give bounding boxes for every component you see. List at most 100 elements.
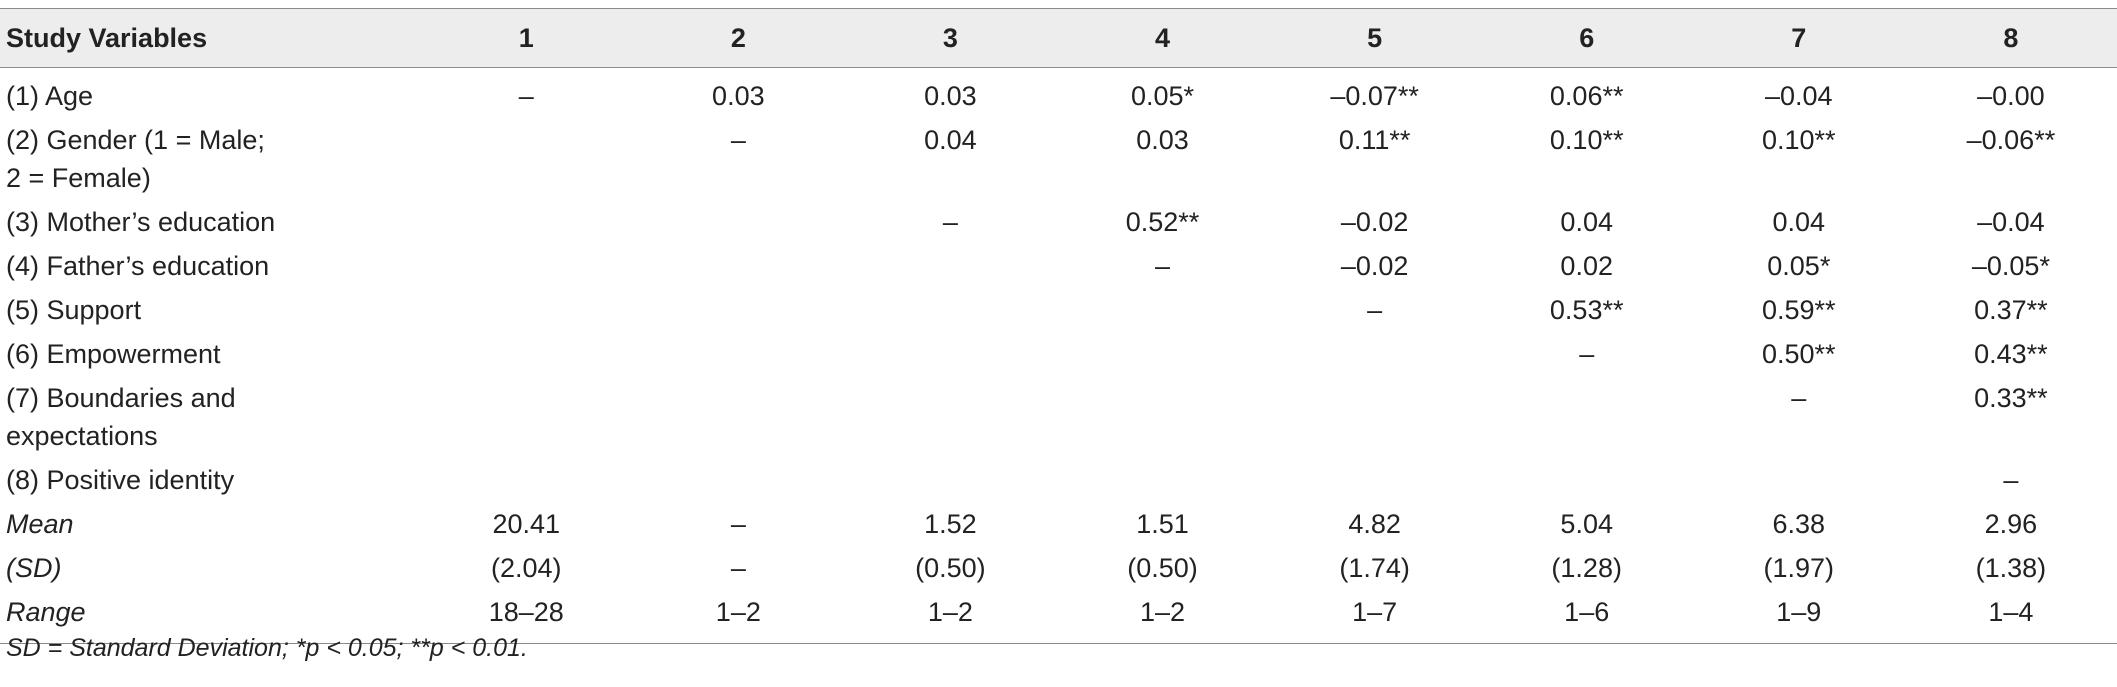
header-cell: 5 bbox=[1268, 8, 1481, 68]
table-cell: 0.11** bbox=[1338, 125, 1411, 155]
table-cell bbox=[420, 118, 632, 200]
table-cell: 0.37** bbox=[1974, 295, 2048, 325]
table-cell bbox=[844, 288, 1056, 332]
table-cell: 0.33** bbox=[1974, 383, 2048, 413]
table-cell: –0.05* bbox=[1971, 251, 2050, 281]
table-cell: 0.50** bbox=[1762, 339, 1836, 369]
table-cell: 0.02 bbox=[1560, 251, 1613, 281]
table-cell: –0.07** bbox=[1330, 81, 1419, 111]
header-cell: 2 bbox=[632, 8, 845, 68]
table-cell: (0.50) bbox=[1127, 553, 1198, 583]
table-cell bbox=[420, 244, 632, 288]
table-cell: (2.04) bbox=[490, 553, 562, 583]
header-row: Study Variables 1 2 3 4 5 6 7 8 bbox=[0, 8, 2117, 68]
table-row: (SD) (2.04) – (0.50) (0.50) (1.74) (1.28) (1.97… bbox=[0, 546, 2117, 590]
table-cell: –0.06** bbox=[1966, 125, 2056, 155]
table-cell: 18–28 bbox=[420, 590, 633, 644]
table-cell bbox=[632, 288, 844, 332]
header-cell: 7 bbox=[1692, 8, 1905, 68]
table-cell: 0.04 bbox=[1772, 207, 1826, 237]
table-cell bbox=[1056, 458, 1268, 502]
table-cell: 0.05* bbox=[1130, 81, 1195, 111]
table-cell: 0.04 bbox=[924, 125, 977, 155]
table-cell bbox=[844, 244, 1056, 288]
table-cell: 0.10** bbox=[1549, 125, 1624, 155]
header-cell: 3 bbox=[844, 8, 1057, 68]
table-cell bbox=[844, 376, 1056, 458]
row-label: (5) Support bbox=[6, 295, 142, 325]
table-cell bbox=[420, 458, 632, 502]
table-cell bbox=[1269, 458, 1481, 502]
table-cell: 0.04 bbox=[1560, 207, 1613, 237]
table-cell: 0.03 bbox=[1136, 125, 1189, 155]
table-cell bbox=[1269, 376, 1481, 458]
table-row: (6) Empowerment – 0.50** 0.43** bbox=[0, 332, 2117, 376]
table-cell: 0.10** bbox=[1762, 125, 1836, 155]
table-cell: 4.82 bbox=[1348, 509, 1401, 539]
table-cell: – bbox=[730, 125, 746, 155]
table-cell: – bbox=[1155, 251, 1171, 281]
table-cell bbox=[632, 458, 844, 502]
table-cell bbox=[420, 200, 632, 244]
table-cell: – bbox=[1791, 383, 1807, 413]
table-cell: 0.59** bbox=[1762, 295, 1836, 325]
table-cell: 1–4 bbox=[1904, 590, 2117, 644]
table-cell: 0.06** bbox=[1549, 81, 1624, 111]
table-cell bbox=[1056, 288, 1268, 332]
table-cell bbox=[632, 244, 844, 288]
table-cell bbox=[632, 376, 844, 458]
table-cell bbox=[1693, 458, 1905, 502]
row-label: (3) Mother’s education bbox=[6, 207, 276, 237]
correlation-table: Study Variables 1 2 3 4 5 6 7 8 (1) Age –… bbox=[0, 8, 2117, 644]
table-cell: 0.53** bbox=[1549, 295, 1624, 325]
row-label: (8) Positive identity bbox=[6, 465, 235, 495]
table-row: Mean 20.41 – 1.52 1.51 4.82 5.04 6.38 2.96 bbox=[0, 502, 2117, 546]
table-cell bbox=[844, 458, 1056, 502]
table-cell: (1.38) bbox=[1975, 553, 2047, 583]
table-cell bbox=[1056, 332, 1268, 376]
table-row: (8) Positive identity – bbox=[0, 458, 2117, 502]
row-label: (6) Empowerment bbox=[6, 339, 221, 369]
table-row: (7) Boundaries and expectations – 0.33** bbox=[0, 376, 2117, 458]
table-cell: –0.04 bbox=[1977, 207, 2045, 237]
table-cell: 1–2 bbox=[1056, 590, 1269, 644]
table-cell: 5.04 bbox=[1560, 509, 1613, 539]
row-label: (2) Gender (1 = Male; 2 = Female) bbox=[6, 125, 265, 193]
table-cell: 2.96 bbox=[1984, 509, 2038, 539]
table-cell: 0.05* bbox=[1767, 251, 1831, 281]
table-cell: –0.04 bbox=[1765, 81, 1833, 111]
table-cell: –0.02 bbox=[1340, 207, 1409, 237]
table-cell: – bbox=[1367, 295, 1383, 325]
header-cell: Study Variables bbox=[0, 8, 421, 68]
table-cell: 1–9 bbox=[1692, 590, 1905, 644]
table-cell: 0.03 bbox=[924, 81, 977, 111]
table-cell: 0.03 bbox=[712, 81, 765, 111]
row-label: (7) Boundaries and expectations bbox=[6, 383, 236, 451]
table-row: (3) Mother’s education – 0.52** –0.02 0.04 0.… bbox=[0, 200, 2117, 244]
table-cell: – bbox=[730, 509, 746, 539]
table-cell bbox=[1481, 376, 1693, 458]
table-cell bbox=[632, 332, 844, 376]
table-cell: 1–2 bbox=[632, 590, 845, 644]
table-cell: 1–2 bbox=[844, 590, 1057, 644]
table-cell: 0.52** bbox=[1125, 207, 1200, 237]
table-cell bbox=[1481, 458, 1693, 502]
table-row: (2) Gender (1 = Male; 2 = Female) – 0.04 0.… bbox=[0, 118, 2117, 200]
table-cell: – bbox=[942, 207, 958, 237]
header-cell: 1 bbox=[420, 8, 633, 68]
table-cell: 1–7 bbox=[1268, 590, 1481, 644]
row-label: (1) Age bbox=[6, 81, 94, 111]
table-cell: – bbox=[2003, 465, 2019, 495]
table-cell bbox=[420, 376, 632, 458]
table-footnote: SD = Standard Deviation; *p < 0.05; **p … bbox=[6, 634, 528, 662]
table-cell bbox=[420, 288, 632, 332]
table-row: (5) Support – 0.53** 0.59** 0.37** bbox=[0, 288, 2117, 332]
table-cell: (1.28) bbox=[1551, 553, 1622, 583]
table-cell bbox=[1056, 376, 1268, 458]
table-row: (1) Age – 0.03 0.03 0.05* –0.07** 0.06** –0.04 –… bbox=[0, 68, 2117, 119]
table-cell: – bbox=[730, 553, 746, 583]
header-cell: 8 bbox=[1904, 8, 2117, 68]
table-cell: 0.43** bbox=[1974, 339, 2048, 369]
table-row: (4) Father’s education – –0.02 0.02 0.05* –0.… bbox=[0, 244, 2117, 288]
